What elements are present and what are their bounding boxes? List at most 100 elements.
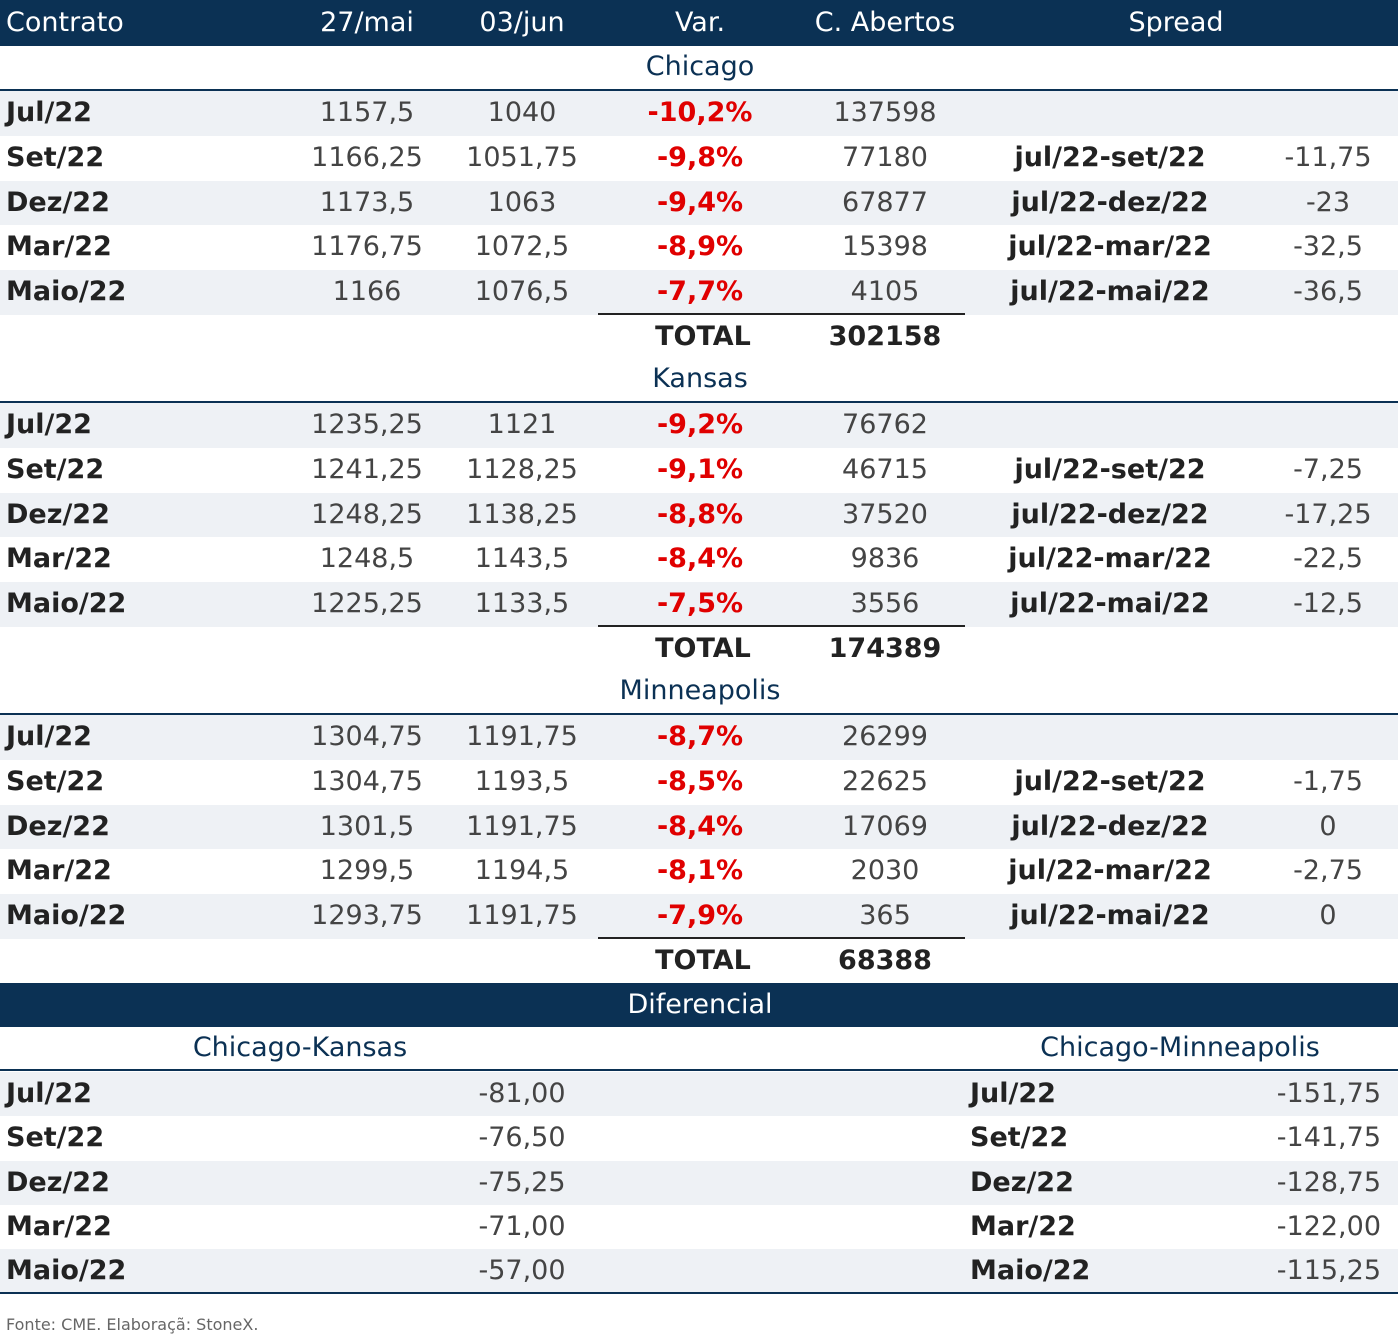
variation: -8,7% [656,721,744,752]
open-interest: 26299 [842,721,928,752]
diff-value: -71,00 [478,1210,566,1242]
price-cell: 1072,5 [474,231,570,263]
variation: -9,2% [656,409,744,440]
open-interest: 137598 [833,97,937,128]
footer-note: Fonte: CME. Elaboraçã: StoneX. [6,1315,259,1334]
spread-label: jul/22-set/22 [1014,141,1206,173]
price-cell: 1128,25 [466,453,578,485]
price-cell: 1176,75 [311,231,423,263]
total-rule [598,625,965,627]
row-shade [0,180,1398,226]
contract: Mar/22 [970,1210,1076,1242]
variation: -8,1% [656,855,744,887]
price-cell: 1143,5 [474,543,570,575]
header-cell: Var. [674,7,726,38]
open-interest: 76762 [842,409,928,440]
spread-label: jul/22-mar/22 [1008,855,1212,887]
contract: Maio/22 [6,1255,127,1287]
contract: Set/22 [6,141,105,173]
spread-label: jul/22-dez/22 [1011,810,1209,842]
diferencial-title: Diferencial [627,989,773,1020]
spread-value: -7,25 [1293,453,1363,485]
contract: Mar/22 [6,855,112,887]
price-cell: 1166,25 [311,141,423,173]
open-interest: 9836 [850,543,920,575]
contract: Set/22 [6,1122,105,1154]
contract: Dez/22 [970,1166,1074,1198]
open-interest: 67877 [842,186,928,218]
diff-value: -141,75 [1276,1122,1381,1154]
variation: -9,4% [656,186,744,218]
header-cell: 27/mai [320,7,414,38]
open-interest: 77180 [842,141,928,173]
open-interest: 365 [859,900,911,932]
price-cell: 1191,75 [466,900,578,932]
variation: -7,9% [656,900,744,932]
contract: Set/22 [6,453,105,485]
price-cell: 1040 [487,97,557,128]
section-title: Minneapolis [619,675,781,706]
variation: -8,9% [656,231,744,263]
price-cell: 1293,75 [311,900,423,932]
contract: Set/22 [6,765,105,797]
price-cell: 1063 [487,186,557,218]
total-label: TOTAL [655,633,751,664]
contract: Mar/22 [6,1210,112,1242]
variation: -8,5% [656,765,744,797]
contract: Jul/22 [6,721,92,752]
spread-value: -2,75 [1293,855,1363,887]
spread-value: 0 [1319,810,1337,842]
header-cell: C. Abertos [814,7,956,38]
row-shade [0,270,1398,315]
contract: Jul/22 [6,1078,92,1109]
variation: -8,4% [656,543,744,575]
contract: Maio/22 [6,276,127,308]
open-interest: 17069 [842,810,928,842]
open-interest: 46715 [842,453,928,485]
spread-label: jul/22-dez/22 [1011,498,1209,530]
section-title: Kansas [652,363,748,394]
contract: Maio/22 [970,1255,1091,1287]
header-cell: Spread [1128,7,1224,38]
spread-label: jul/22-mai/22 [1010,588,1210,620]
row-shade [0,804,1398,850]
spread-value: -32,5 [1293,231,1363,263]
contract: Jul/22 [970,1078,1056,1109]
diff-value: -75,25 [478,1166,566,1198]
contract: Maio/22 [6,900,127,932]
variation: -9,1% [656,453,744,485]
section-title: Chicago [645,51,755,82]
diff-value: -81,00 [478,1078,566,1109]
contract: Mar/22 [6,231,112,263]
spread-label: jul/22-set/22 [1014,765,1206,797]
spread-label: jul/22-set/22 [1014,453,1206,485]
header-cell: 03/jun [479,7,565,38]
contract: Dez/22 [6,1166,110,1198]
price-cell: 1248,5 [319,543,415,575]
open-interest: 15398 [842,231,928,263]
price-cell: 1051,75 [466,141,578,173]
price-cell: 1121 [487,409,557,440]
spread-value: -23 [1305,186,1351,218]
total-label: TOTAL [655,321,751,352]
total-rule [598,313,965,315]
diff-value: -57,00 [478,1255,566,1287]
section-rule [0,713,1398,715]
contract: Dez/22 [6,498,110,530]
open-interest: 4105 [850,276,920,308]
price-cell: 1191,75 [466,721,578,752]
contract: Jul/22 [6,409,92,440]
spread-label: jul/22-dez/22 [1011,186,1209,218]
price-cell: 1193,5 [474,765,570,797]
contract: Dez/22 [6,810,110,842]
contract: Dez/22 [6,186,110,218]
price-cell: 1138,25 [466,498,578,530]
row-shade [0,1160,1398,1205]
spread-value: -11,75 [1284,141,1372,173]
price-cell: 1157,5 [319,97,415,128]
subtable-rule [0,1069,1398,1071]
diff-value: -151,75 [1276,1078,1381,1109]
variation: -9,8% [656,141,744,173]
total-value: 174389 [828,633,942,664]
